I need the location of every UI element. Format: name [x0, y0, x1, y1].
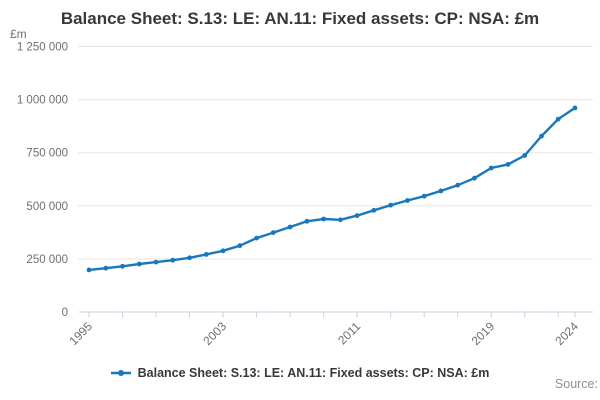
y-axis-tick-label: 0 — [62, 307, 68, 319]
data-point[interactable] — [405, 198, 410, 203]
x-axis-tick-label: 2019 — [469, 319, 498, 348]
line-chart-plot-area[interactable]: 0 250 000 500 000 750 000 1 000 000 1 250 000… — [0, 0, 600, 358]
x-axis-tick-label: 2003 — [200, 319, 229, 348]
x-axis-tick-label: 2011 — [335, 319, 363, 347]
data-point[interactable] — [388, 202, 394, 208]
data-point[interactable] — [270, 230, 276, 236]
legend[interactable]: Balance Sheet: S.13: LE: AN.11: Fixed as… — [0, 364, 600, 382]
data-point[interactable] — [187, 255, 193, 261]
data-point[interactable] — [472, 175, 477, 181]
data-point[interactable] — [237, 243, 243, 249]
data-point[interactable] — [338, 217, 343, 223]
data-point[interactable] — [371, 207, 377, 213]
y-axis-tick-label: 750 000 — [26, 148, 68, 160]
data-point[interactable] — [555, 116, 561, 122]
data-point[interactable] — [354, 213, 360, 219]
data-point[interactable] — [572, 105, 578, 111]
data-point[interactable] — [120, 263, 125, 269]
y-axis-tick-label: 1 250 000 — [17, 42, 68, 54]
y-axis-tick-label: 1 000 000 — [17, 95, 68, 107]
data-point[interactable] — [455, 182, 461, 188]
data-point[interactable] — [421, 193, 427, 199]
data-point[interactable] — [170, 257, 176, 263]
x-axis-tick-label: 1995 — [66, 319, 95, 348]
data-point[interactable] — [254, 235, 259, 241]
y-axis-tick-label: 250 000 — [26, 254, 68, 266]
data-point[interactable] — [153, 259, 159, 265]
data-point[interactable] — [304, 218, 310, 224]
data-point[interactable] — [438, 188, 444, 194]
series-line[interactable] — [87, 106, 577, 272]
data-point[interactable] — [86, 267, 92, 273]
legend-series-marker-icon — [110, 370, 131, 376]
data-point[interactable] — [287, 224, 293, 230]
data-point[interactable] — [522, 153, 528, 158]
data-point[interactable] — [539, 133, 544, 139]
data-point[interactable] — [203, 252, 209, 257]
source-label: Source: — [554, 377, 598, 391]
x-axis-tick-label: 2024 — [552, 319, 581, 348]
y-axis-unit-label: £m — [10, 27, 27, 41]
legend-series-label: Balance Sheet: S.13: LE: AN.11: Fixed as… — [137, 366, 490, 380]
y-axis-tick-label: 500 000 — [26, 201, 68, 213]
data-point[interactable] — [488, 165, 494, 171]
data-point[interactable] — [220, 248, 226, 254]
data-point[interactable] — [505, 162, 511, 167]
data-point[interactable] — [103, 265, 109, 271]
data-point[interactable] — [136, 261, 142, 267]
chart-title: Balance Sheet: S.13: LE: AN.11: Fixed as… — [60, 9, 540, 28]
data-point[interactable] — [321, 216, 326, 222]
